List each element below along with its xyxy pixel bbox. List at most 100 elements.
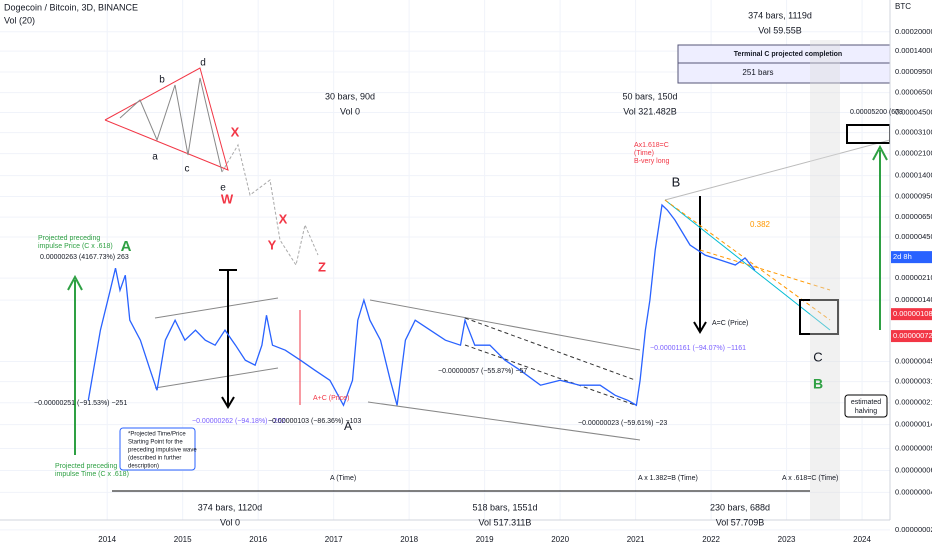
- price-label-bg: [891, 330, 932, 343]
- chart-title: Dogecoin / Bitcoin, 3D, BINANCE: [4, 2, 138, 12]
- channel: [154, 367, 279, 389]
- y-tick-label: 0.00020000: [895, 27, 932, 36]
- channel-dashed: [464, 344, 636, 406]
- trend-line: [664, 139, 891, 201]
- y-axis-label: BTC: [895, 2, 911, 11]
- annotation: A+C (Price): [313, 395, 349, 402]
- plot: [87, 203, 756, 407]
- annotation: −0.00001161 (−94.07%) −1161: [650, 345, 746, 352]
- annotation: b: [159, 75, 165, 86]
- y-tick-label: 0.00003100: [895, 128, 932, 137]
- x-tick-label: 2016: [249, 535, 267, 544]
- annotation: A=C (Price): [712, 320, 748, 327]
- annotation: *Projected Time/Price: [128, 432, 186, 438]
- annotation: 30 bars, 90d: [325, 91, 375, 101]
- y-tick-label: 0.00006500: [895, 88, 932, 97]
- annotation: Projected preceding: [55, 463, 117, 470]
- x-tick-label: 2014: [98, 535, 116, 544]
- target-box: [799, 299, 839, 335]
- price-label: 0.00000108: [893, 309, 932, 318]
- y-tick-label: 0.00000650: [895, 212, 932, 221]
- annotation: halving: [855, 408, 877, 415]
- subtitle: Vol (20): [4, 15, 35, 25]
- y-tick-label: 0.00014000: [895, 46, 932, 55]
- x-tick-label: 2018: [400, 535, 418, 544]
- annotation: C: [813, 349, 822, 364]
- zigzag-dashed: [221, 143, 319, 267]
- y-tick-label: 0.00000006: [895, 465, 932, 474]
- annotation: Z: [318, 259, 326, 274]
- callout: [844, 394, 888, 418]
- annotation: Vol 0: [340, 106, 360, 116]
- annotation: −0.00000251 (−91.53%) −251: [34, 400, 127, 407]
- annotation: Y: [268, 237, 277, 252]
- price-label-bg: [891, 251, 932, 264]
- annotation: e: [220, 183, 226, 194]
- channel: [369, 299, 641, 351]
- x-tick-label: 2020: [551, 535, 569, 544]
- drawings: [67, 40, 891, 520]
- annotation: A: [344, 419, 352, 433]
- y-tick-label: 0.00000002: [895, 525, 932, 534]
- y-tick-label: 0.00000450: [895, 232, 932, 241]
- y-tick-label: 0.00000014: [895, 420, 932, 429]
- annotation: B: [813, 376, 823, 392]
- annotation: Projected preceding: [38, 235, 100, 242]
- price-line: [87, 203, 756, 407]
- annotation: impulse Price (C x .618): [38, 243, 113, 250]
- y-tick-label: 0.00004500: [895, 107, 932, 116]
- annotation: 0.00005200 (678: [850, 109, 903, 116]
- annotation: Terminal C projected completion: [734, 51, 842, 58]
- annotation: 518 bars, 1551d: [472, 502, 537, 512]
- y-tick-label: 0.00000045: [895, 356, 932, 365]
- channel: [367, 401, 641, 441]
- annotation: 251 bars: [742, 68, 773, 77]
- price-label: 0.00000072: [893, 331, 932, 340]
- annotation: 0.382: [750, 220, 771, 229]
- x-tick-label: 2024: [853, 535, 871, 544]
- y-tick-label: 0.00000140: [895, 295, 932, 304]
- y-tick-label: 0.00001400: [895, 171, 932, 180]
- annotation: −0.00000023 (−59.61%) −23: [578, 420, 667, 427]
- annotation: a: [152, 152, 158, 163]
- y-tick-label: 0.00000021: [895, 398, 932, 407]
- y-tick-label: 0.00000004: [895, 487, 932, 496]
- arrow-head: [67, 274, 83, 291]
- annotation: (described in further: [128, 456, 181, 462]
- arrow-head: [693, 321, 707, 334]
- y-tick-label: 0.00000950: [895, 192, 932, 201]
- annotation: Ax1.618=C: [634, 142, 669, 149]
- annotation: Vol 57.709B: [716, 517, 765, 527]
- arrow-head: [221, 396, 235, 409]
- annotation: 374 bars, 1120d: [198, 502, 262, 512]
- x-tick-label: 2017: [325, 535, 343, 544]
- annotation: Vol 0: [220, 517, 240, 527]
- annotation: (Time): [634, 150, 654, 157]
- annotation: A: [121, 238, 132, 255]
- annotation: c: [185, 164, 190, 175]
- price-label-bg: [891, 308, 932, 321]
- annotation: description): [128, 464, 159, 470]
- x-tick-label: 2021: [627, 535, 645, 544]
- annotation: −0.00000103 (−86.36%) −103: [268, 418, 361, 425]
- annotation: −0.00000262 (−94.18%) −262: [192, 418, 285, 425]
- annotation: Vol 59.55B: [758, 25, 802, 35]
- annotation: Starting Point for the: [128, 440, 183, 446]
- annotation: B-very long: [634, 158, 670, 165]
- y-tick-label: 0.00002100: [895, 149, 932, 158]
- annotation: 374 bars, 1119d: [748, 10, 812, 20]
- annotation: 0.00000263 (4167.73%) 263: [40, 254, 129, 261]
- annotation: W: [221, 191, 234, 206]
- annotation: d: [200, 58, 206, 69]
- x-tick-label: 2019: [476, 535, 494, 544]
- y-tick-label: 0.00000031: [895, 377, 932, 386]
- annotation: −0.00000057 (−55.87%) −57: [438, 368, 527, 375]
- x-tick-label: 2022: [702, 535, 720, 544]
- triangle: [104, 67, 229, 171]
- channel: [154, 297, 279, 319]
- x-tick-label: 2015: [174, 535, 192, 544]
- annotation: preceding impulsive wave: [128, 448, 197, 454]
- annotation: A (Time): [330, 475, 356, 482]
- table-box: [677, 62, 891, 84]
